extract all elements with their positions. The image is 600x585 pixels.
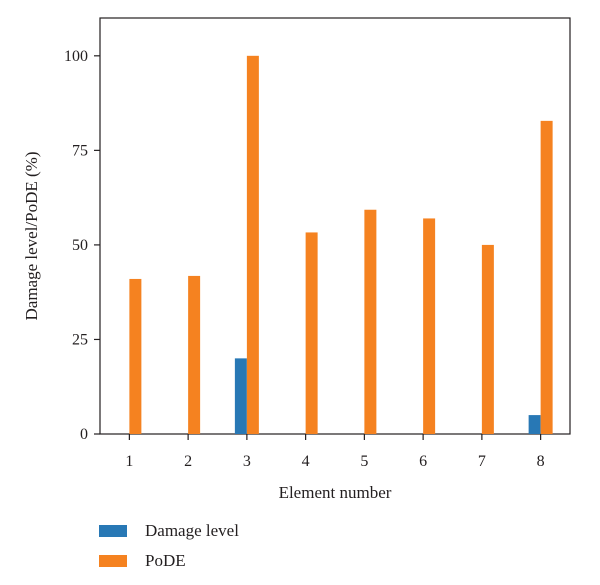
bar-damage-level-8 [528, 415, 541, 434]
x-tick-label: 7 [478, 453, 486, 470]
x-tick-label: 5 [360, 453, 368, 470]
plot-border [99, 17, 571, 435]
y-tick-label: 25 [72, 331, 88, 348]
x-tick-label: 3 [243, 453, 251, 470]
bar-pode-6 [423, 218, 436, 434]
legend-item-pode: PoDE [99, 548, 239, 574]
y-axis-ticks: 0 25 50 75 100 [64, 48, 100, 443]
y-tick-label: 75 [72, 142, 88, 159]
bar-chart: 0 25 50 75 100 1 2 3 4 5 6 7 8 Element number Damag… [22, 17, 571, 502]
bar-pode-4 [305, 232, 318, 434]
y-tick-label: 100 [64, 48, 88, 65]
legend-swatch-pode [99, 555, 127, 567]
bar-pode-1 [129, 278, 142, 434]
y-axis-title: Damage level/PoDE (%) [22, 152, 41, 321]
bar-pode-8 [540, 120, 553, 435]
plot-frame [99, 17, 571, 435]
x-tick-label: 4 [302, 453, 310, 470]
legend-label-damage-level: Damage level [145, 521, 239, 540]
bar-damage-level-3 [234, 358, 247, 434]
x-axis-ticks: 1 2 3 4 5 6 7 8 [125, 434, 545, 470]
bar-pode-7 [481, 244, 494, 434]
x-tick-label: 8 [537, 453, 545, 470]
x-axis-title: Element number [279, 483, 392, 502]
legend-label-pode: PoDE [145, 551, 186, 570]
bar-pode-5 [364, 209, 377, 434]
legend-swatch-damage-level [99, 525, 127, 537]
x-tick-label: 6 [419, 453, 427, 470]
legend: Damage level PoDE [99, 518, 239, 578]
legend-item-damage-level: Damage level [99, 518, 239, 544]
bar-pode-2 [188, 275, 201, 434]
bar-pode-3 [246, 55, 259, 435]
x-tick-label: 1 [125, 453, 133, 470]
y-tick-label: 50 [72, 237, 88, 254]
y-tick-label: 0 [80, 426, 88, 443]
bars [129, 55, 553, 435]
x-tick-label: 2 [184, 453, 192, 470]
